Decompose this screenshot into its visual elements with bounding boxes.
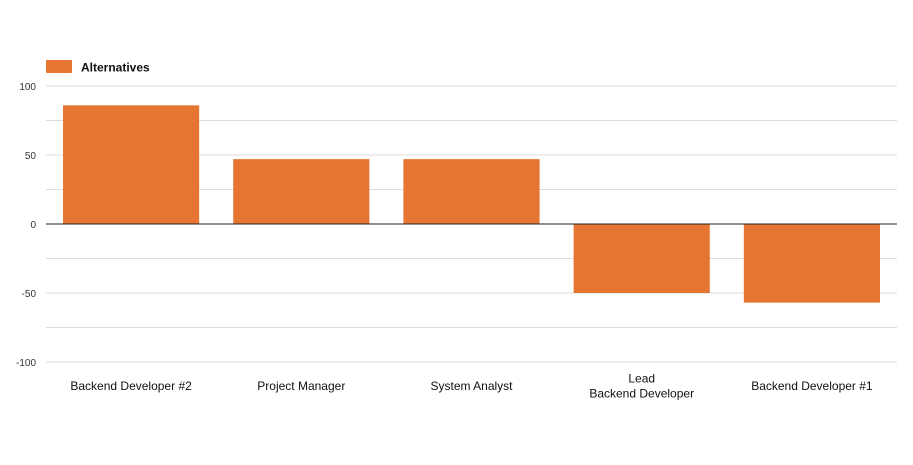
y-axis-ticks: 100 50 0 -50 -100 [16,82,36,369]
bar[interactable] [63,105,200,224]
y-tick-label: 50 [25,151,37,162]
bar[interactable] [403,159,540,224]
y-tick-label: 0 [30,220,36,231]
bar[interactable] [743,224,880,303]
bar[interactable] [233,159,370,224]
legend: Alternatives [46,60,150,75]
y-tick-label: 100 [19,82,36,93]
x-tick-label: Backend Developer #1 [751,379,873,393]
y-tick-label: -100 [16,358,36,369]
y-tick-label: -50 [22,289,37,300]
legend-label[interactable]: Alternatives [81,61,150,75]
bars [63,105,880,303]
bar[interactable] [573,224,710,293]
legend-swatch[interactable] [46,60,72,73]
x-tick-label: Lead Backend Developer [589,372,694,401]
x-tick-label: Backend Developer #2 [70,379,192,393]
x-tick-label: System Analyst [430,379,513,393]
x-tick-label: Project Manager [257,379,345,393]
x-axis-labels: Backend Developer #2 Project Manager Syste… [70,372,873,401]
